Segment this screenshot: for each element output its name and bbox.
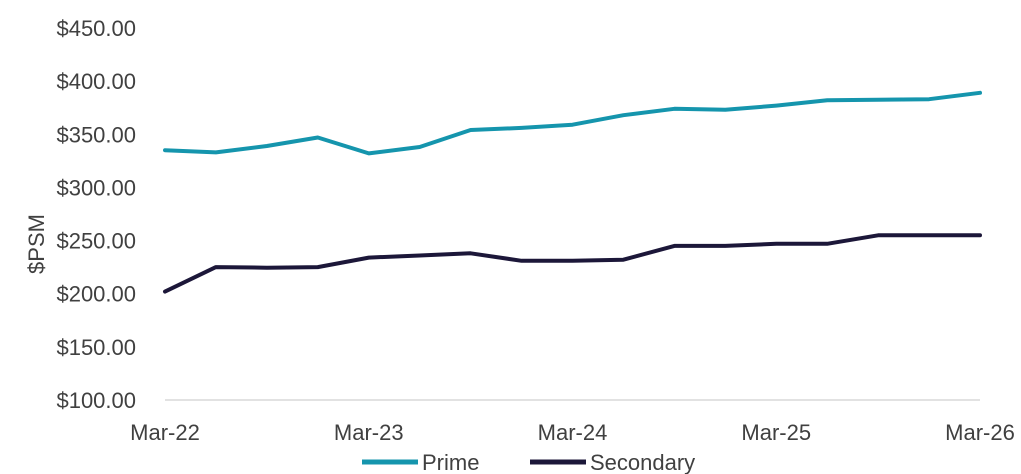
y-axis-ticks: $100.00 $150.00 $200.00 $250.00 $300.00 $350.…	[56, 16, 136, 413]
y-tick-label: $350.00	[56, 122, 136, 147]
x-tick-label: Mar-26	[945, 420, 1015, 445]
y-axis-title: $PSM	[24, 214, 49, 274]
y-tick-label: $300.00	[56, 175, 136, 200]
y-tick-label: $200.00	[56, 282, 136, 307]
y-tick-label: $450.00	[56, 16, 136, 41]
y-tick-label: $100.00	[56, 388, 136, 413]
legend: Prime Secondary	[362, 450, 695, 474]
x-tick-label: Mar-24	[538, 420, 608, 445]
x-axis-ticks: Mar-22 Mar-23 Mar-24 Mar-25 Mar-26	[130, 420, 1015, 445]
x-tick-label: Mar-25	[741, 420, 811, 445]
series-line-secondary	[163, 233, 982, 294]
series-line-prime	[163, 90, 982, 156]
y-tick-label: $250.00	[56, 229, 136, 254]
y-tick-label: $400.00	[56, 69, 136, 94]
x-tick-label: Mar-22	[130, 420, 200, 445]
x-tick-label: Mar-23	[334, 420, 404, 445]
legend-label-prime: Prime	[422, 450, 479, 474]
legend-label-secondary: Secondary	[590, 450, 695, 474]
series-lines	[163, 90, 982, 294]
y-tick-label: $150.00	[56, 335, 136, 360]
